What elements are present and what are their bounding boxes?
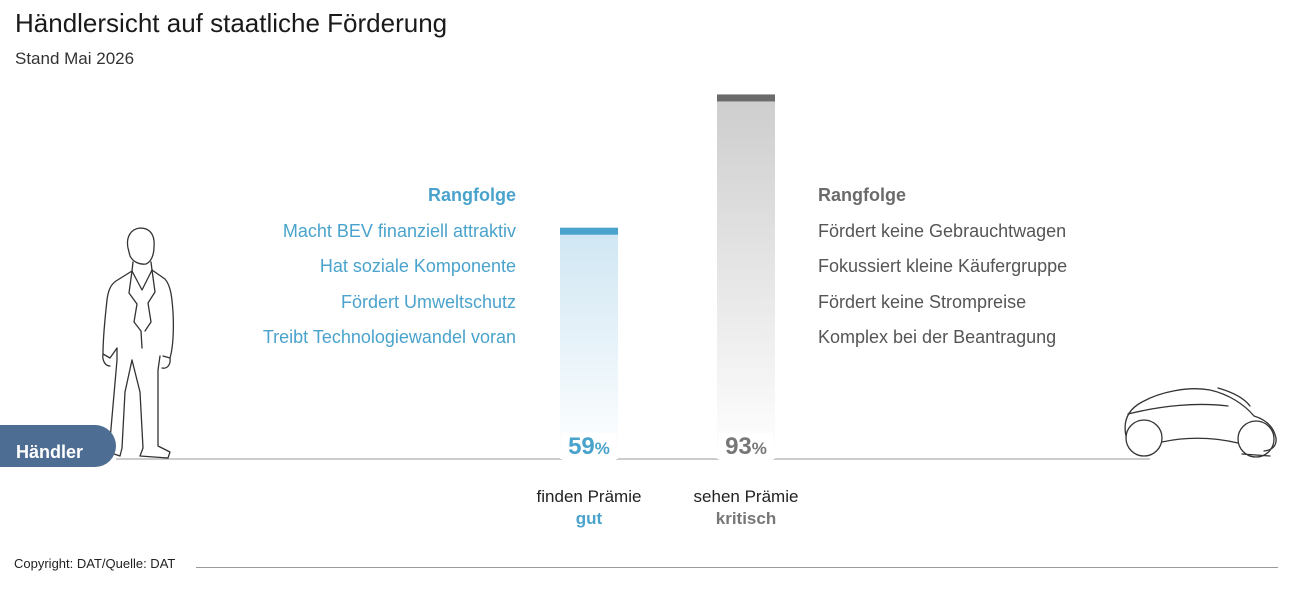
data-label-kritisch: 93%: [719, 433, 773, 461]
ranking-positive: Rangfolge Macht BEV finanziell attraktiv…: [263, 178, 516, 356]
ranking-negative-item: Komplex bei der Beantragung: [818, 327, 1057, 347]
bar-cap-gut: [560, 227, 618, 235]
person-icon: [102, 227, 175, 459]
ranking-positive-heading: Rangfolge: [428, 185, 516, 205]
bar-cap-kritisch: [717, 94, 775, 102]
car-icon: [1124, 387, 1277, 458]
bar-caption-gut: finden Prämie gut: [537, 486, 642, 530]
ranking-negative-item: Fördert keine Gebrauchtwagen: [818, 220, 1067, 241]
data-label-gut-unit: %: [594, 439, 610, 458]
page-subtitle: Stand Mai 2026: [15, 49, 135, 68]
ranking-positive-item: Treibt Technologiewandel voran: [262, 327, 516, 347]
ranking-negative-heading: Rangfolge: [818, 185, 906, 205]
bar-caption-gut-emphasis: gut: [575, 509, 603, 528]
ranking-negative-item: Fokussiert kleine Käufergruppe: [818, 256, 1068, 276]
ranking-negative-item: Fördert keine Strompreise: [818, 291, 1027, 312]
footer-divider: [196, 567, 1278, 568]
haendler-label: Händler: [0, 425, 116, 467]
data-label-kritisch-unit: %: [751, 439, 767, 458]
bar-caption-gut-text: finden Prämie: [536, 487, 642, 506]
bar-caption-kritisch-text: sehen Prämie: [693, 487, 799, 506]
page-title: Händlersicht auf staatliche Förderung: [15, 8, 448, 38]
ranking-positive-item: Fördert Umweltschutz: [340, 291, 516, 312]
bar-sehen-praemie-kritisch: [717, 94, 775, 459]
ranking-positive-item: Macht BEV finanziell attraktiv: [282, 220, 516, 241]
bar-caption-kritisch: sehen Prämie kritisch: [694, 486, 799, 530]
bar-finden-praemie-gut: [560, 227, 618, 459]
bar-caption-kritisch-emphasis: kritisch: [715, 509, 777, 528]
ranking-positive-item: Hat soziale Komponente: [319, 256, 516, 276]
data-label-gut-value: 59: [568, 433, 595, 460]
ranking-negative: Rangfolge Fördert keine Gebrauchtwagen F…: [818, 178, 1067, 356]
data-label-gut: 59%: [562, 433, 616, 461]
copyright: Copyright: DAT/Quelle: DAT: [14, 556, 176, 571]
data-label-kritisch-value: 93: [725, 433, 752, 460]
